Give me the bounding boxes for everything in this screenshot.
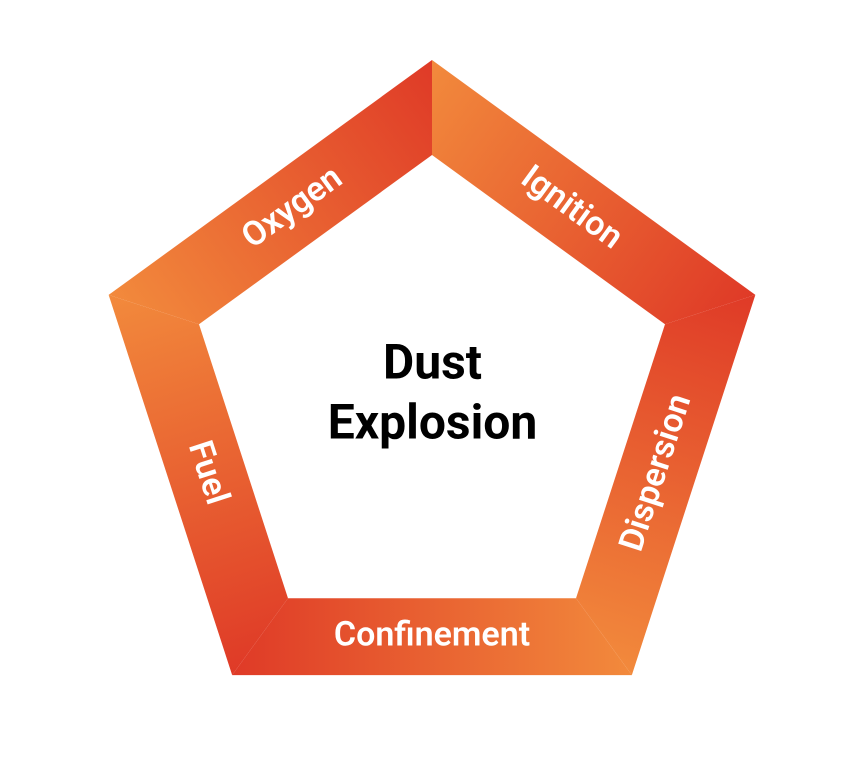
edge-label-confinement: Confinement bbox=[334, 615, 530, 655]
diagram-stage: IgnitionDispersionConfinementFuelOxygen … bbox=[0, 0, 865, 779]
center-title-line1: Dust bbox=[328, 332, 538, 392]
center-title-line2: Explosion bbox=[328, 392, 538, 452]
pentagon-edge-oxygen bbox=[109, 60, 432, 324]
center-title: Dust Explosion bbox=[328, 332, 538, 452]
pentagon-edge-ignition bbox=[432, 60, 755, 324]
